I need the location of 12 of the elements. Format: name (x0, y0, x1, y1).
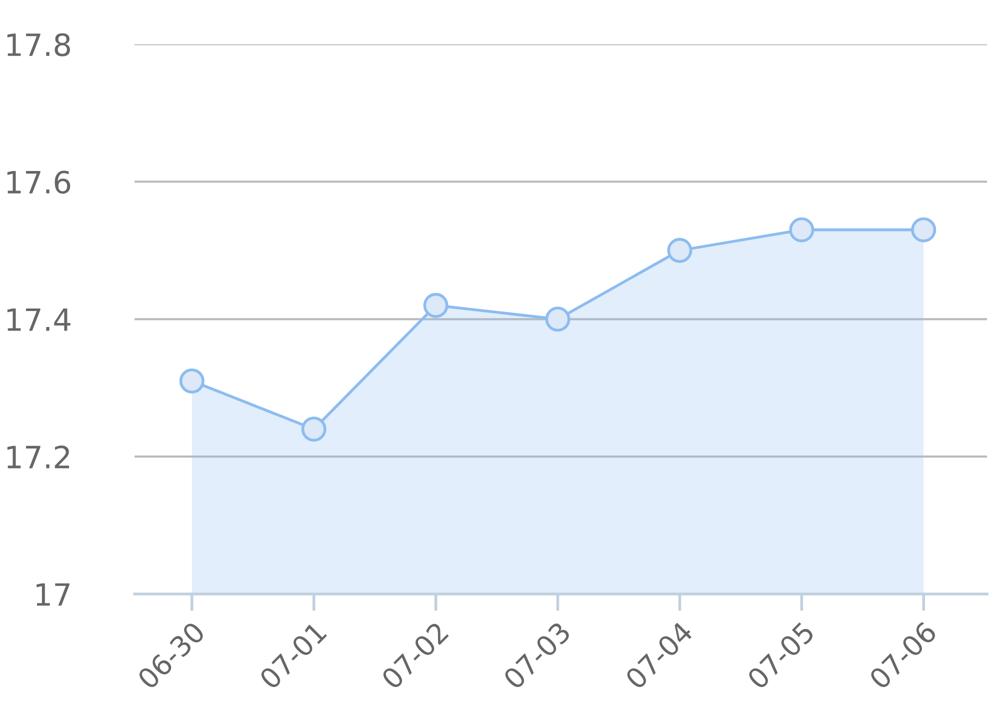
point (301, 416, 326, 442)
y-tick-label: 17.2 (7, 446, 70, 468)
point (423, 292, 448, 318)
y-tick-label: 17.4 (7, 308, 70, 331)
y-tick-label: 17.8 (7, 33, 70, 56)
point (667, 238, 692, 263)
y-tick-label: 17 (36, 583, 70, 606)
point (179, 368, 204, 394)
point (789, 217, 814, 242)
y-tick-label: 17.6 (7, 170, 70, 194)
point (911, 217, 936, 242)
point (545, 306, 570, 332)
